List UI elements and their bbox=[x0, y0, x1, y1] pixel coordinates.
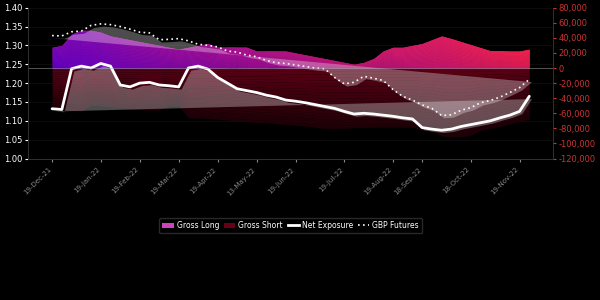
Legend: Gross Long, Gross Short, Net Exposure, GBP Futures: Gross Long, Gross Short, Net Exposure, G… bbox=[159, 218, 422, 233]
